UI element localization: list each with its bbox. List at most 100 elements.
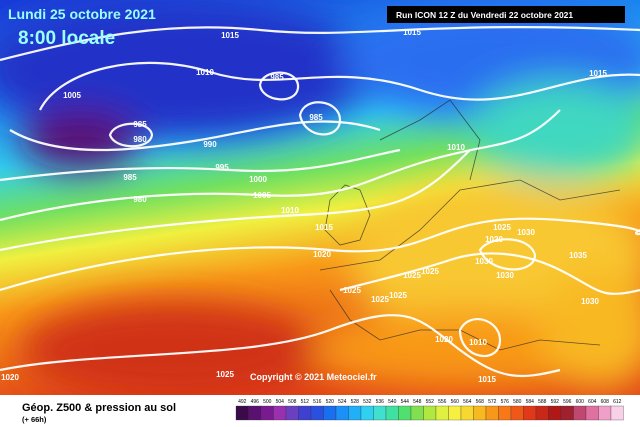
colorbar-swatch (310, 405, 324, 421)
colorbar-label: 524 (338, 399, 347, 405)
isobar-label: 1030 (475, 257, 493, 266)
isobar-label: 1015 (589, 69, 607, 78)
colorbar-label: 600 (576, 399, 585, 405)
colorbar-swatch (260, 405, 274, 421)
isobar-label: 1010 (447, 143, 465, 152)
colorbar-swatch (585, 405, 599, 421)
colorbar-swatch (448, 405, 462, 421)
colorbar-swatch (548, 405, 562, 421)
colorbar-label: 568 (476, 399, 485, 405)
isobar-label: 985 (270, 73, 284, 82)
colorbar-swatch (510, 405, 524, 421)
isobar-label: 985 (309, 113, 323, 122)
colorbar-label: 492 (238, 399, 247, 405)
coastlines (319, 99, 621, 351)
colorbar-label: 584 (526, 399, 535, 405)
colorbar-label: 532 (363, 399, 372, 405)
isobar-label: 1025 (493, 223, 511, 232)
run-info: Run ICON 12 Z du Vendredi 22 octobre 202… (396, 10, 573, 20)
colorbar-swatch (285, 405, 299, 421)
isobar-label: 980 (133, 195, 147, 204)
isobar-label: 1025 (343, 286, 361, 295)
isobar-label: 1025 (389, 291, 407, 300)
colorbar-label: 528 (351, 399, 360, 405)
isobar-label: 1020 (1, 373, 19, 382)
colorbar-label: 512 (301, 399, 310, 405)
isobar-label: 1025 (371, 295, 389, 304)
colorbar-label: 604 (588, 399, 597, 405)
colorbar-swatch (360, 405, 374, 421)
colorbar-label: 536 (376, 399, 385, 405)
isobar-label: 990 (203, 140, 217, 149)
colorbar-swatch (435, 405, 449, 421)
isobar-label: 1010 (469, 338, 487, 347)
isobar-label: 1025 (216, 370, 234, 379)
colorbar-label: 544 (401, 399, 410, 405)
colorbar-label: 508 (288, 399, 297, 405)
isobar-label: 1020 (435, 335, 453, 344)
colorbar-swatch (473, 405, 487, 421)
colorbar-swatch (610, 405, 624, 421)
colorbar-label: 560 (451, 399, 460, 405)
isobar-label: 1025 (421, 267, 439, 276)
colorbar-swatch (373, 405, 387, 421)
colorbar-swatch (235, 405, 249, 421)
isobar-label: 1020 (313, 250, 331, 259)
forecast-lead: (+ 66h) (22, 415, 47, 424)
colorbar-label: 540 (388, 399, 397, 405)
colorbar-swatch (410, 405, 424, 421)
colorbar-label: 608 (601, 399, 610, 405)
colorbar-swatch (323, 405, 337, 421)
colorbar-swatch (273, 405, 287, 421)
colorbar-swatch (348, 405, 362, 421)
colorbar-swatch (485, 405, 499, 421)
isobar-label: 985 (133, 120, 147, 129)
colorbar-swatch (460, 405, 474, 421)
colorbar-label: 580 (513, 399, 522, 405)
colorbar-swatch (335, 405, 349, 421)
isobar-labels: 1015 1015 1015 1010 1005 985 985 985 980 990 995 98… (1, 28, 607, 384)
isobar-label: 1000 (249, 175, 267, 184)
isobar-label: 1030 (581, 297, 599, 306)
colorbar-swatch (423, 405, 437, 421)
isobar-label: 1015 (315, 223, 333, 232)
isobar-label: 980 (133, 135, 147, 144)
colorbar: 492 496 500 504 508 512 516 520 524 528 532 536 540 5… (235, 399, 624, 421)
colorbar-label: 592 (551, 399, 560, 405)
colorbar-label: 572 (488, 399, 497, 405)
footer-title: Géop. Z500 & pression au sol (22, 402, 176, 414)
colorbar-swatch (248, 405, 262, 421)
colorbar-label: 516 (313, 399, 322, 405)
isobar-label: 1030 (517, 228, 535, 237)
colorbar-label: 612 (613, 399, 622, 405)
isobars (0, 26, 640, 378)
isobar-label: 1015 (221, 31, 239, 40)
forecast-time: 8:00 locale (18, 28, 115, 49)
colorbar-label: 548 (413, 399, 422, 405)
colorbar-swatch (498, 405, 512, 421)
run-box (387, 6, 625, 23)
colorbar-label: 496 (251, 399, 260, 405)
colorbar-label: 576 (501, 399, 510, 405)
isobar-label: 1010 (281, 206, 299, 215)
isobar-label: 1010 (196, 68, 214, 77)
colorbar-label: 556 (438, 399, 447, 405)
isobar-label: 1035 (569, 251, 587, 260)
colorbar-swatch (573, 405, 587, 421)
colorbar-label: 500 (263, 399, 272, 405)
isobar-label: 1015 (403, 28, 421, 37)
colorbar-swatch (385, 405, 399, 421)
forecast-date: Lundi 25 octobre 2021 (8, 6, 156, 22)
isobar-label: 1020 (485, 235, 503, 244)
colorbar-swatch (560, 405, 574, 421)
isobar-label: 1030 (496, 271, 514, 280)
colorbar-swatch (535, 405, 549, 421)
colorbar-swatch (298, 405, 312, 421)
colorbar-label: 552 (426, 399, 435, 405)
colorbar-swatch (598, 405, 612, 421)
isobar-label: 1015 (478, 375, 496, 384)
isobar-label: 985 (123, 173, 137, 182)
colorbar-label: 564 (463, 399, 472, 405)
colorbar-label: 596 (563, 399, 572, 405)
